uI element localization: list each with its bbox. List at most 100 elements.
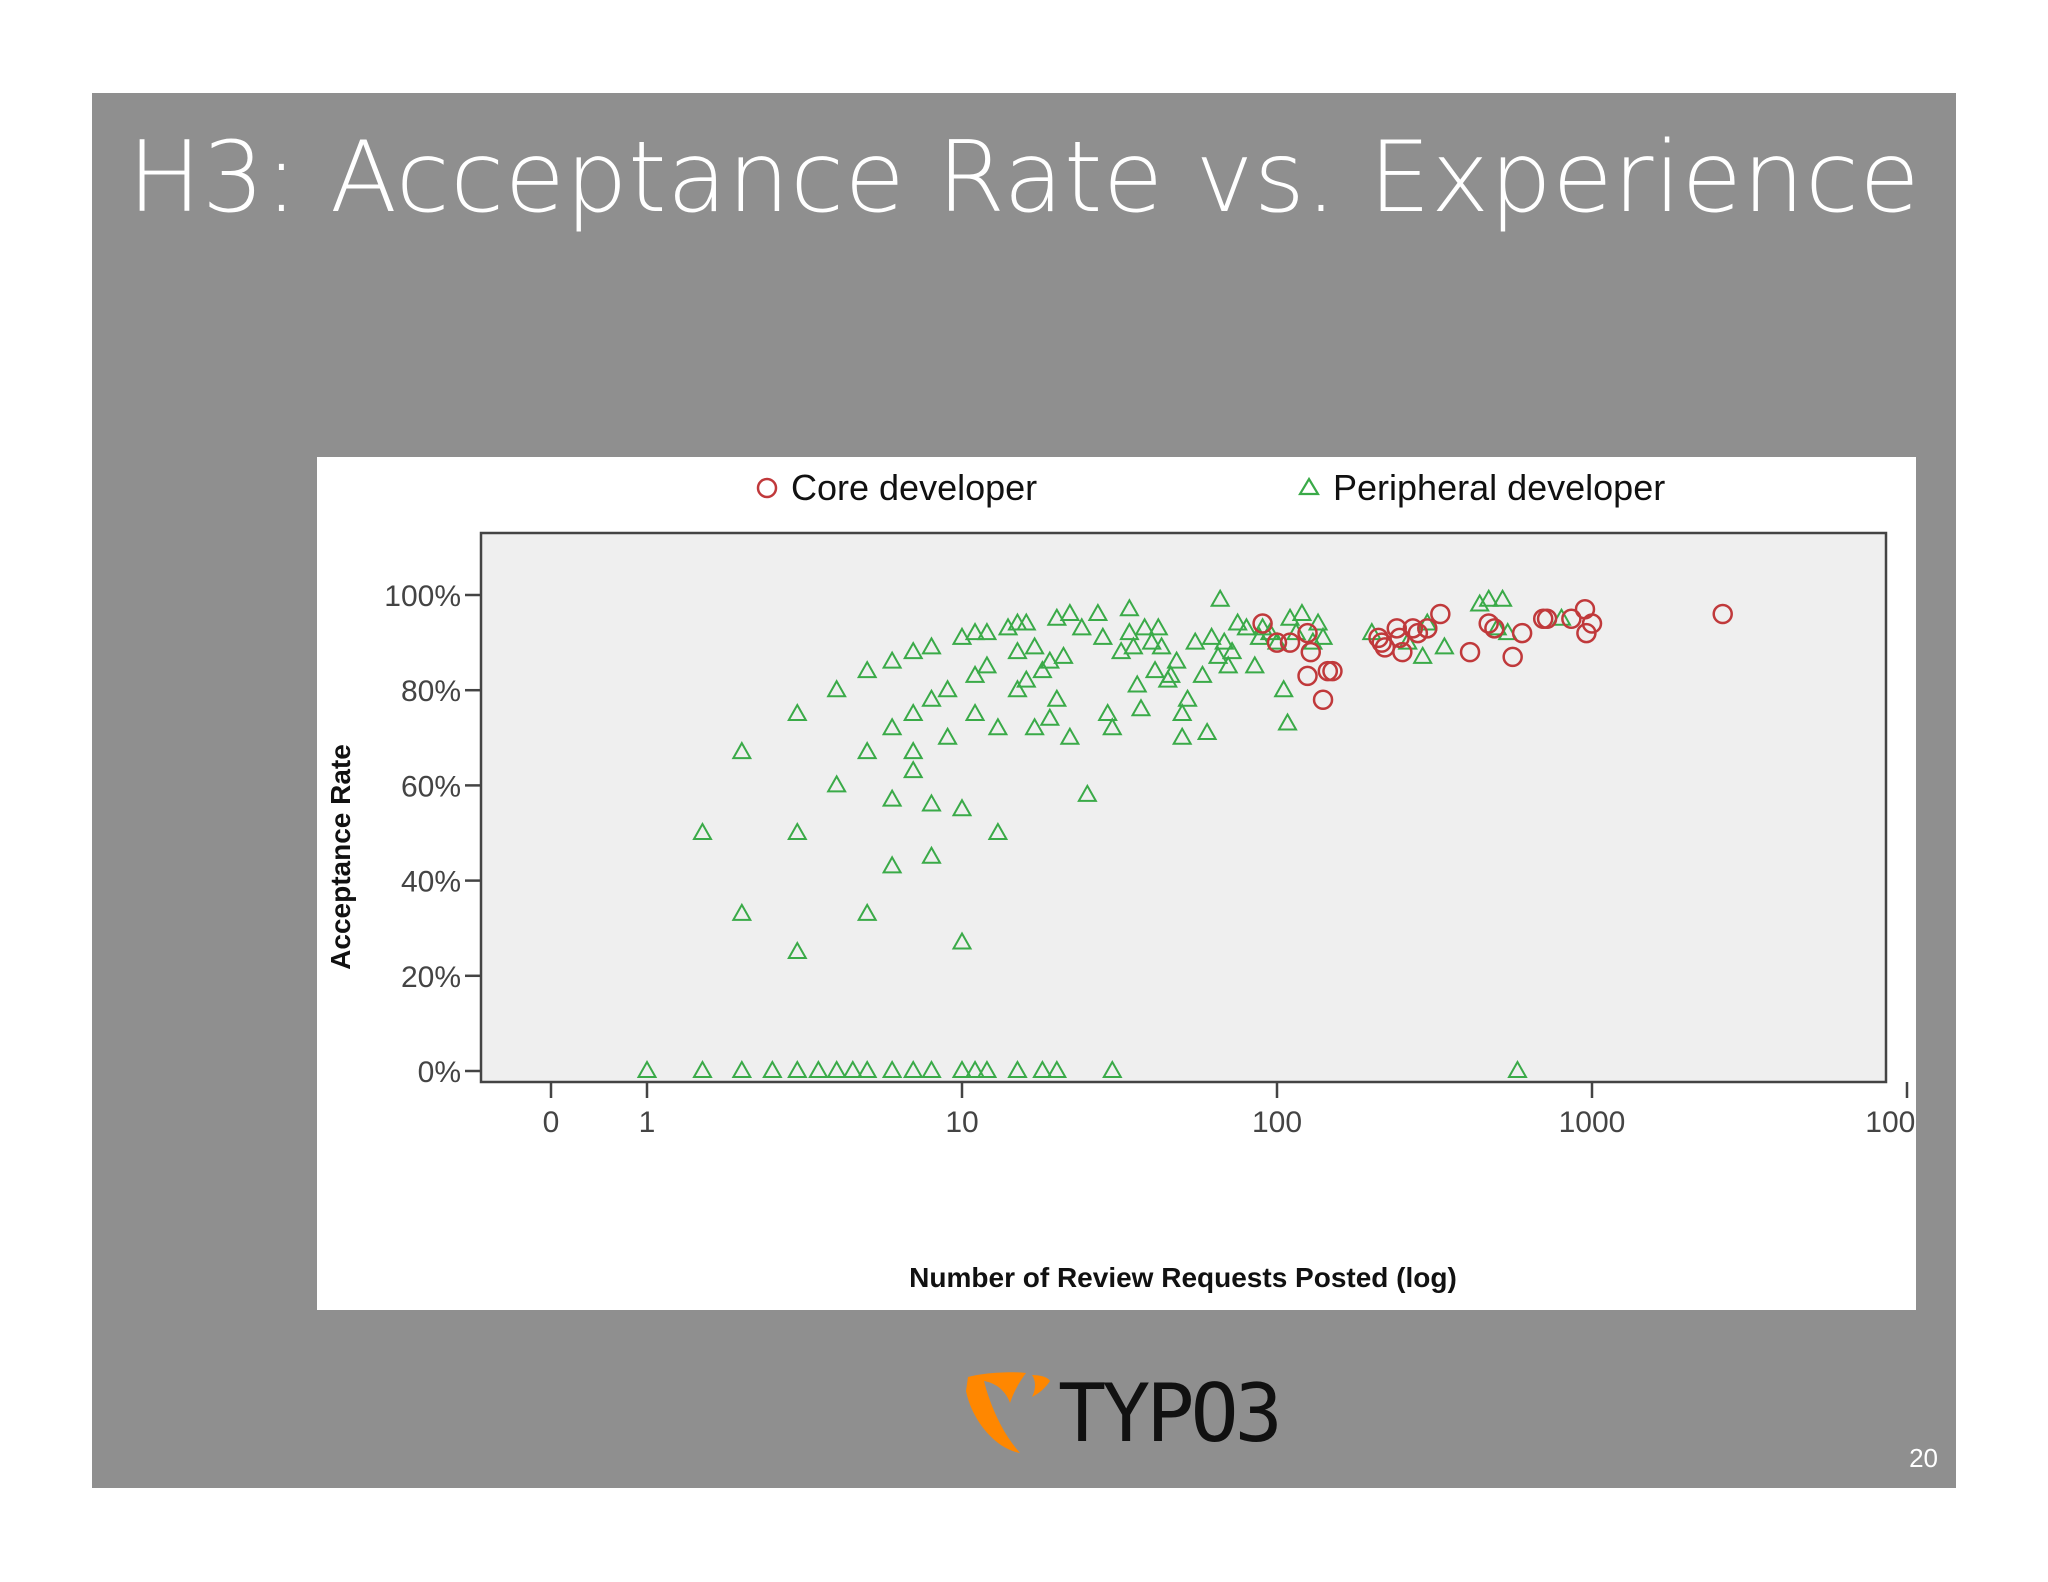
legend-peripheral-label: Peripheral developer <box>1333 467 1665 508</box>
peripheral-developer-point <box>964 664 986 683</box>
peripheral-developer-point <box>692 1059 713 1078</box>
scatter-chart: Core developer Peripheral developer 0% 20… <box>325 467 1916 1293</box>
peripheral-developer-point <box>1039 707 1061 726</box>
peripheral-developer-point <box>1046 607 1068 626</box>
peripheral-developer-point <box>1039 650 1061 669</box>
peripheral-developer-point <box>976 1059 998 1078</box>
peripheral-developer-point <box>1077 783 1098 802</box>
peripheral-developer-point <box>1046 1059 1068 1078</box>
peripheral-developer-point <box>1227 612 1248 631</box>
peripheral-developer-point <box>731 902 753 921</box>
peripheral-developer-point <box>902 741 924 760</box>
y-tick-label: 60% <box>401 770 461 803</box>
peripheral-developer-point <box>1217 655 1239 674</box>
peripheral-developer-point <box>1053 645 1074 664</box>
peripheral-developer-point <box>1252 617 1273 636</box>
peripheral-developer-point <box>762 1059 783 1078</box>
peripheral-developer-point <box>902 702 924 721</box>
peripheral-developer-point <box>1092 626 1114 645</box>
peripheral-developer-point <box>1171 726 1193 745</box>
peripheral-developer-point <box>1207 645 1229 664</box>
peripheral-developer-point <box>1032 660 1053 679</box>
peripheral-developer-point <box>1412 645 1433 664</box>
peripheral-developer-point <box>951 798 973 817</box>
peripheral-developer-point <box>1134 617 1155 636</box>
peripheral-developer-point <box>636 1059 658 1078</box>
peripheral-developer-point <box>921 793 942 812</box>
core-developer-point <box>1581 613 1603 634</box>
peripheral-developer-point <box>951 931 973 950</box>
peripheral-developer-point <box>1087 603 1109 622</box>
peripheral-developer-point <box>808 1059 829 1078</box>
peripheral-developer-point <box>987 717 1009 736</box>
peripheral-developer-point <box>1507 1059 1528 1078</box>
peripheral-developer-point <box>921 636 942 655</box>
core-developer-point <box>1536 608 1558 630</box>
peripheral-developer-point <box>787 702 808 721</box>
core-developer-point <box>1266 632 1288 653</box>
legend: Core developer Peripheral developer <box>756 467 1665 508</box>
x-tick-label: 100 <box>1252 1106 1302 1139</box>
peripheral-developer-point <box>1171 702 1193 721</box>
core-developer-point <box>1561 608 1582 630</box>
peripheral-developer-point <box>1196 722 1218 741</box>
peripheral-developer-point <box>1209 588 1231 607</box>
peripheral-developer-point <box>921 688 942 707</box>
peripheral-developer-point <box>1192 664 1213 683</box>
peripheral-developer-point <box>1312 626 1334 645</box>
peripheral-developer-point <box>1244 655 1265 674</box>
peripheral-developer-point <box>976 655 998 674</box>
peripheral-developer-point <box>731 741 753 760</box>
peripheral-developer-point <box>1184 631 1206 650</box>
peripheral-developer-point <box>921 845 942 864</box>
core-developer-point <box>1252 613 1273 634</box>
peripheral-developer-point <box>902 641 924 660</box>
page-number: 20 <box>1909 1443 1938 1473</box>
peripheral-developer-point <box>1469 593 1490 612</box>
peripheral-developer-point <box>951 626 973 645</box>
peripheral-developer-point <box>1127 674 1148 693</box>
peripheral-developer-point <box>964 1059 986 1078</box>
peripheral-developer-point <box>1024 636 1045 655</box>
x-tick-label: 0 <box>543 1106 560 1139</box>
y-axis-title: Acceptance Rate <box>325 744 356 970</box>
core-developer-point <box>1502 646 1523 668</box>
peripheral-developer-point <box>902 760 924 779</box>
peripheral-developer-point <box>881 788 903 807</box>
peripheral-developer-point <box>1144 660 1166 679</box>
x-tick-label: 10 <box>945 1106 978 1139</box>
peripheral-developer-point <box>1177 688 1198 707</box>
typo3-logo-text: TYPO3 <box>1058 1367 1283 1460</box>
peripheral-developer-point <box>1478 588 1499 607</box>
peripheral-developer-point <box>787 821 808 840</box>
peripheral-developer-point <box>1059 603 1081 622</box>
legend-core-marker <box>756 477 778 499</box>
core-developer-point <box>1322 660 1343 682</box>
core-developer-point <box>1297 665 1318 687</box>
peripheral-developer-point <box>1119 622 1140 641</box>
y-tick-label: 80% <box>401 675 461 708</box>
x-tick-label: 1 <box>639 1106 656 1139</box>
core-developer-point <box>1386 618 1408 639</box>
peripheral-developer-point <box>1486 617 1508 636</box>
peripheral-developer-point <box>1160 664 1181 683</box>
peripheral-developer-point <box>881 650 903 669</box>
core-developer-point <box>1300 641 1322 663</box>
peripheral-developer-point <box>1214 631 1235 650</box>
peripheral-developer-point <box>731 1059 753 1078</box>
peripheral-developer-point <box>1097 702 1118 721</box>
peripheral-developer-point <box>1361 622 1383 641</box>
peripheral-developer-point <box>937 726 958 745</box>
peripheral-developer-point <box>902 1059 924 1078</box>
core-developer-point <box>1389 627 1410 649</box>
legend-peripheral-marker <box>1298 476 1320 496</box>
peripheral-developer-point <box>1307 612 1329 631</box>
peripheral-developer-point <box>1059 726 1081 745</box>
peripheral-developer-point <box>921 1059 942 1078</box>
x-axis-title: Number of Review Requests Posted (log) <box>909 1262 1457 1293</box>
peripheral-developer-point <box>1007 679 1028 698</box>
y-tick-label: 20% <box>401 961 461 994</box>
y-tick-label: 100% <box>384 580 461 613</box>
peripheral-developer-point <box>937 679 958 698</box>
core-developer-point <box>1417 618 1438 639</box>
